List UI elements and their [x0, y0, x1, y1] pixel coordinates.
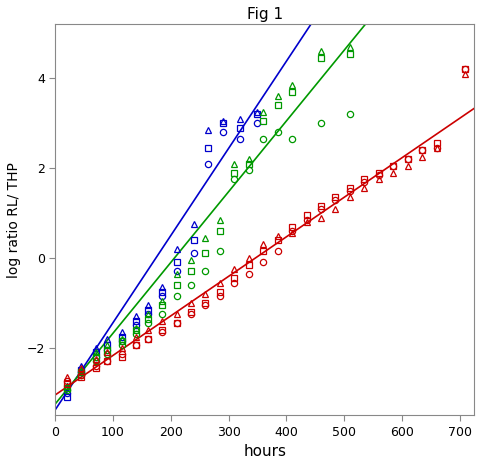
Y-axis label: log ratio RL/ THP: log ratio RL/ THP: [7, 162, 21, 278]
Title: Fig 1: Fig 1: [246, 7, 282, 22]
X-axis label: hours: hours: [243, 444, 286, 459]
